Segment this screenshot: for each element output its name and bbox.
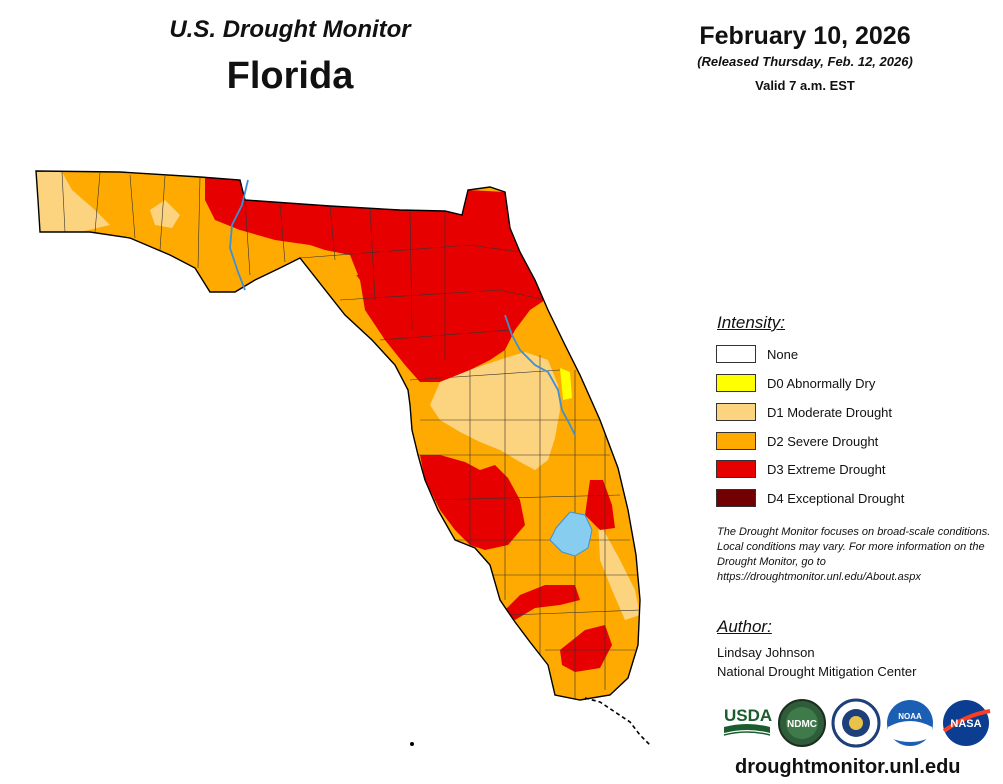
legend-label: D4 Exceptional Drought: [767, 490, 905, 506]
drought-monitor-note: The Drought Monitor focuses on broad-sca…: [717, 526, 991, 583]
usda-logo: USDA: [723, 706, 772, 736]
svg-text:NASA: NASA: [950, 718, 981, 730]
florida-keys: [584, 697, 651, 746]
d1-western-panhandle: [36, 171, 110, 232]
st-johns-river: [504, 314, 576, 436]
doc-seal: [831, 698, 881, 748]
legend-item-d4: D4 Exceptional Drought: [716, 487, 904, 509]
d2-big-bend-patch: [325, 250, 358, 275]
svg-text:NOAA: NOAA: [898, 712, 922, 721]
d0-abnormally-dry-area: [560, 368, 572, 400]
svg-text:USDA: USDA: [724, 706, 772, 725]
d1-east-coast-strip: [598, 520, 640, 620]
d1-panhandle-patch: [150, 200, 180, 228]
florida-outline: [35, 170, 641, 701]
legend-swatch-d3: [716, 460, 756, 478]
d3-southwest-band: [505, 585, 580, 620]
map-title: Florida: [226, 55, 354, 97]
legend-label: D0 Abnormally Dry: [767, 375, 876, 391]
author-title: Author:: [717, 617, 772, 636]
ndmc-logo: NDMC: [778, 699, 826, 747]
svg-text:NDMC: NDMC: [787, 719, 817, 730]
legend-swatch-d1: [716, 403, 756, 421]
legend-label: D2 Severe Drought: [767, 433, 879, 449]
legend-title: Intensity:: [717, 313, 786, 332]
legend-item-d0: D0 Abnormally Dry: [716, 372, 875, 394]
legend-swatch-d2: [716, 432, 756, 450]
florida-drought-map: [35, 170, 651, 746]
valid-time: Valid 7 a.m. EST: [755, 78, 855, 93]
release-date: (Released Thursday, Feb. 12, 2026): [697, 54, 913, 69]
d3-treasure-coast-area: [585, 480, 615, 530]
author-organization: National Drought Mitigation Center: [717, 664, 917, 679]
dry-tortugas: [410, 742, 414, 746]
d1-central-florida-area: [430, 352, 560, 470]
partner-logos: USDA NDMC NOAA NASA: [723, 698, 991, 748]
legend-label: None: [767, 346, 799, 362]
legend-label: D3 Extreme Drought: [767, 461, 886, 477]
d3-north-florida-area: [205, 175, 545, 382]
lake-okeechobee: [549, 511, 593, 557]
legend-label: D1 Moderate Drought: [767, 404, 893, 420]
legend-item-d3: D3 Extreme Drought: [716, 458, 886, 480]
legend-item-none: None: [716, 343, 798, 365]
map-date: February 10, 2026: [699, 22, 911, 50]
noaa-logo: NOAA: [887, 700, 933, 746]
legend-swatch-none: [716, 345, 756, 363]
map-subtitle: U.S. Drought Monitor: [169, 16, 411, 43]
county-borders: [61, 171, 640, 700]
d3-south-florida-patch: [560, 625, 612, 672]
legend-item-d1: D1 Moderate Drought: [716, 401, 892, 423]
apalachicola-river: [229, 179, 249, 291]
d3-tampa-bay-area: [420, 455, 525, 550]
legend-item-d2: D2 Severe Drought: [716, 430, 878, 452]
website-url: droughtmonitor.unl.edu: [735, 756, 961, 778]
legend-swatch-d4: [716, 489, 756, 507]
legend-swatch-d0: [716, 374, 756, 392]
nasa-logo: NASA: [942, 700, 991, 746]
author-name: Lindsay Johnson: [717, 645, 815, 660]
